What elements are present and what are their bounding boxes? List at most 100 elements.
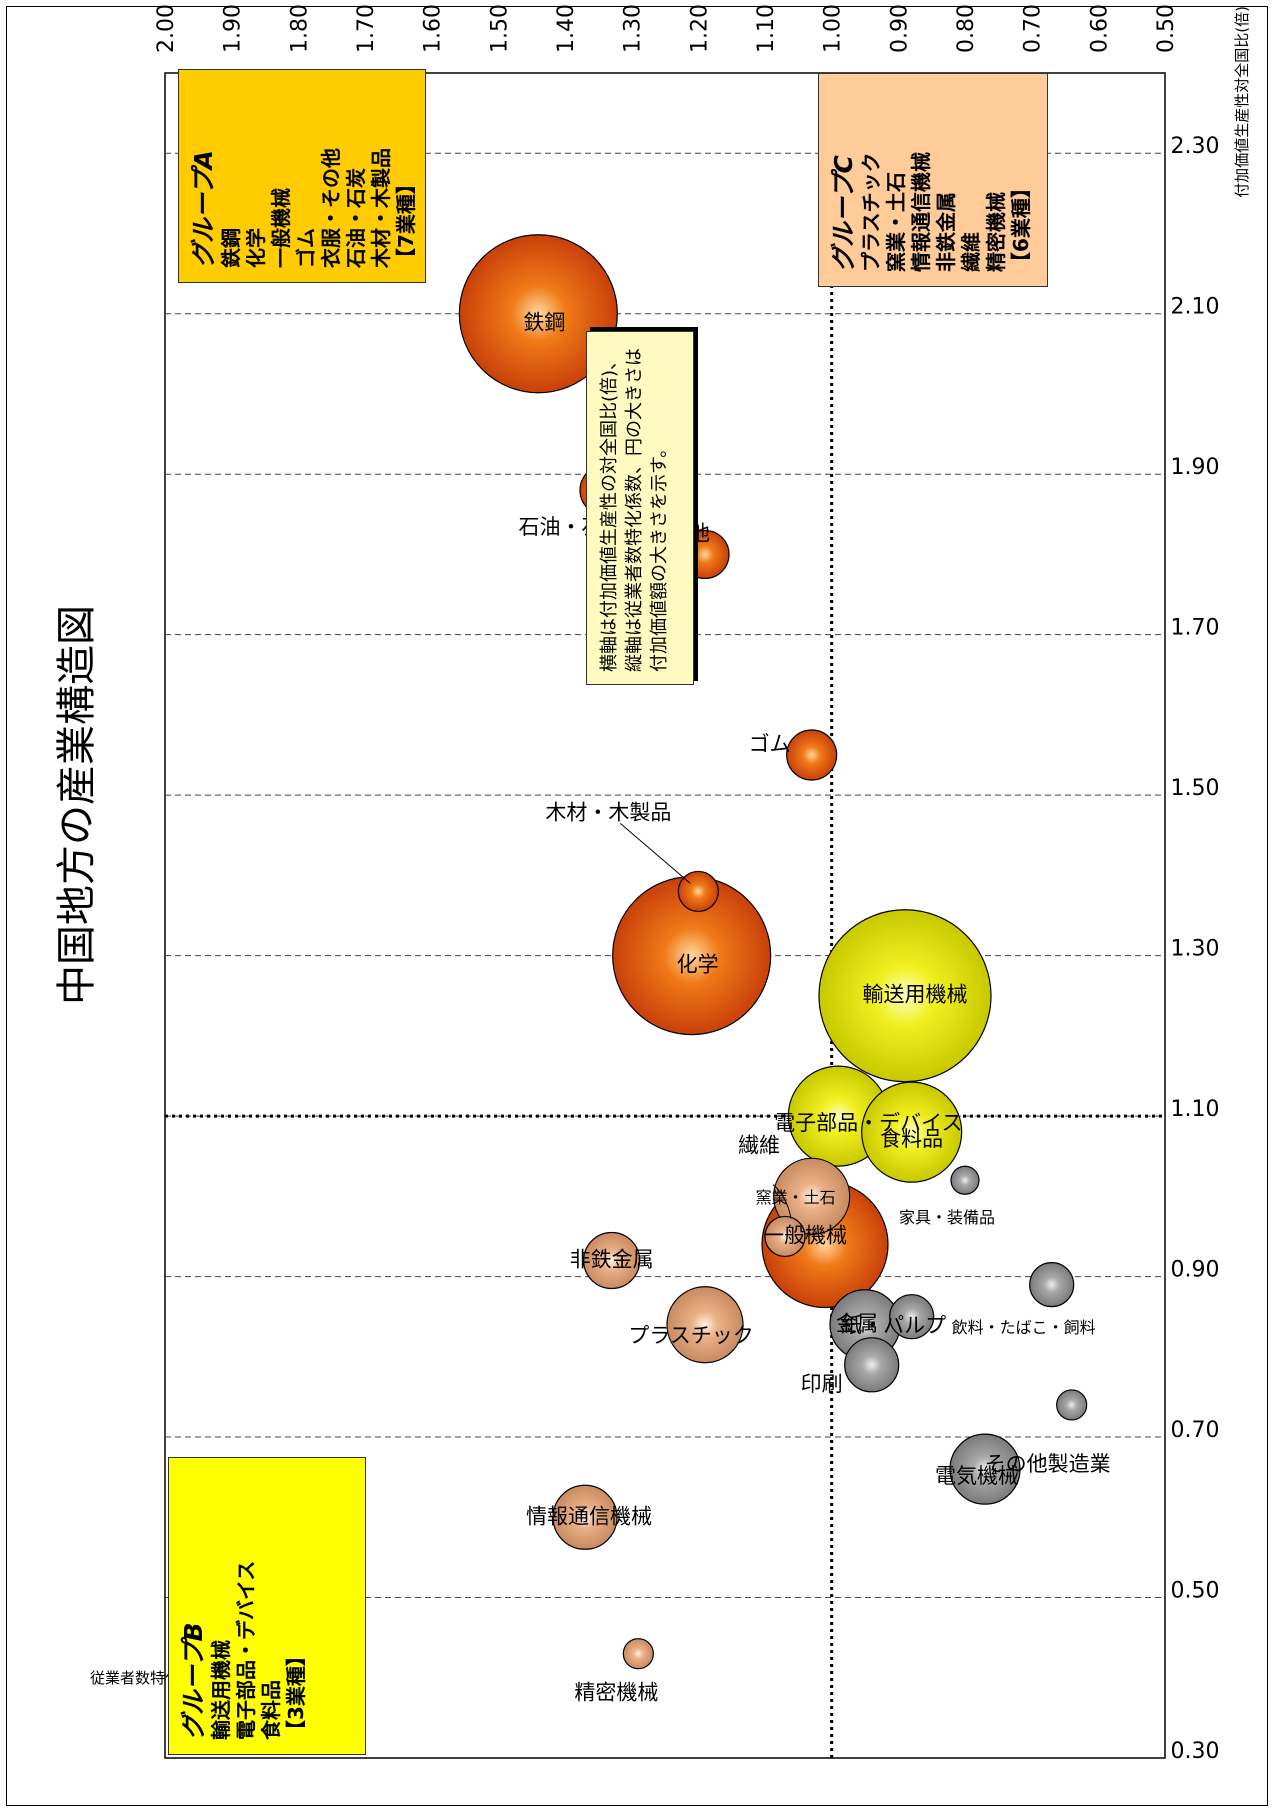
- bubble: [764, 1215, 806, 1258]
- x-tick-label: 0.60: [1087, 4, 1112, 53]
- note-line-3: 付加価値額の大きさを示す。: [649, 439, 670, 672]
- group-c-box: グループC プラスチック 窯業・土石 情報通信機械 非鉄金属 繊維 精密機械 【6業種】: [818, 73, 1048, 287]
- bubble-label: 窯業・土石: [756, 1188, 836, 1207]
- group-item: 木材・木製品: [369, 148, 393, 268]
- bubble: [773, 1157, 851, 1235]
- group-item: ゴム: [294, 228, 318, 268]
- bubble-label: 印刷: [801, 1372, 843, 1396]
- bubble-label: 木材・木製品: [545, 800, 671, 824]
- y-tick-label: 1.10: [1171, 1097, 1220, 1122]
- bubble-label: 食料品: [880, 1127, 943, 1151]
- reference-lines: [165, 73, 1165, 1758]
- x-tick-labels: 0.50 0.60 0.70 0.80 0.90 1.00 1.10 1.20 1.30 1.40…: [154, 4, 1179, 53]
- leader-lines: [620, 823, 792, 1219]
- x-tick-label: 1.20: [687, 4, 712, 53]
- bubble: [949, 1433, 1021, 1505]
- bubble-label: 紙・パルプ: [841, 1314, 946, 1338]
- x-tick-label: 0.70: [1021, 4, 1046, 53]
- group-item: 電子部品・デバイス: [234, 1560, 258, 1740]
- leader-line: [620, 823, 691, 884]
- group-a-title: グループA: [189, 150, 218, 268]
- bubble-label: 飲料・たばこ・飼料: [952, 1318, 1096, 1337]
- group-item: 情報通信機械: [909, 152, 933, 272]
- group-item: 石油・石炭: [344, 168, 368, 268]
- bubble: [458, 234, 618, 394]
- bubble-label: 非鉄金属: [570, 1248, 654, 1272]
- group-item: 精密機械: [984, 192, 1008, 272]
- group-item: 繊維: [959, 232, 983, 272]
- group-a-items: 鉄鋼 化学 一般機械 ゴム 衣服・その他 石油・石炭 木材・木製品 【7業種】: [219, 84, 419, 268]
- bubble: [583, 1231, 641, 1290]
- group-item: 衣服・その他: [319, 148, 343, 268]
- chart-frame: [6, 6, 1268, 1806]
- x-tick-label: 0.50: [1154, 4, 1179, 53]
- group-c-items: プラスチック 窯業・土石 情報通信機械 非鉄金属 繊維 精密機械 【6業種】: [859, 88, 1034, 272]
- group-a-box: グループA 鉄鋼 化学 一般機械 ゴム 衣服・その他 石油・石炭 木材・木製品 【7業種】: [178, 69, 426, 283]
- group-b-title: グループB: [179, 1622, 208, 1740]
- bubble: [818, 909, 992, 1083]
- bubble-label: その他製造業: [985, 1452, 1111, 1476]
- x-tick-label: 1.30: [621, 4, 646, 53]
- note-line-2: 縦軸は従業者数特化係数、円の大きさは: [624, 348, 645, 672]
- bubble: [677, 870, 719, 913]
- bubble-label: 鉄鋼: [523, 311, 565, 335]
- bubble-label: 化学: [677, 953, 719, 977]
- bubble: [552, 1484, 618, 1550]
- y-tick-labels: 0.30 0.50 0.70 0.90 1.10 1.30 1.50 1.70 1.90 2.10…: [1171, 134, 1220, 1764]
- bubble-label: 繊維: [738, 1133, 780, 1157]
- group-b-box: グループB 輸送用機械 電子部品・デバイス 食料品 【3業種】: [168, 1457, 366, 1755]
- bubble-label: 電気機械: [935, 1464, 1019, 1488]
- x-tick-label: 1.10: [754, 4, 779, 53]
- x-tick-label: 0.90: [887, 4, 912, 53]
- group-item: 食料品: [259, 1680, 283, 1740]
- bubble: [950, 1165, 980, 1195]
- bubble: [1056, 1389, 1088, 1421]
- bubble-label: ゴム: [749, 732, 791, 756]
- y-tick-label: 1.90: [1171, 455, 1220, 480]
- x-tick-label: 1.70: [354, 4, 379, 53]
- note-box: 横軸は付加価値生産性の対全国比(倍)、 縦軸は従業者数特化係数、円の大きさは 付…: [586, 331, 694, 685]
- group-item: 一般機械: [269, 188, 293, 268]
- group-item: 鉄鋼: [219, 228, 243, 268]
- bubble: [844, 1337, 900, 1393]
- bubble: [1029, 1261, 1075, 1308]
- group-item: プラスチック: [859, 152, 883, 272]
- x-tick-label: 1.50: [487, 4, 512, 53]
- bubble: [786, 729, 838, 781]
- y-tick-label: 2.30: [1171, 134, 1220, 159]
- y-tick-label: 0.50: [1171, 1579, 1220, 1604]
- bubble-label: 情報通信機械: [526, 1504, 652, 1528]
- group-item: 非鉄金属: [934, 192, 958, 272]
- bubble: [622, 1638, 654, 1670]
- x-axis-label: 付加価値生産性対全国比(倍): [1233, 6, 1251, 198]
- y-tick-label: 1.30: [1171, 937, 1220, 962]
- group-item: 化学: [244, 228, 268, 268]
- bubble-labels: 鉄鋼化学石油・石炭木材・木製品衣服・その他ゴム一般機械窯業・土石繊維プラスチック…: [519, 311, 1111, 1705]
- bubble: [889, 1294, 935, 1340]
- x-tick-label: 2.00: [154, 4, 179, 53]
- y-tick-label: 2.10: [1171, 295, 1220, 320]
- bubble-label: 電子部品・デバイス: [774, 1111, 962, 1135]
- x-tick-label: 1.40: [554, 4, 579, 53]
- x-tick-label: 1.90: [221, 4, 246, 53]
- group-item: 輸送用機械: [209, 1640, 233, 1740]
- group-item: 【3業種】: [284, 1646, 308, 1740]
- y-tick-label: 0.30: [1171, 1739, 1220, 1764]
- bubble: [666, 1286, 744, 1364]
- bubbles: [458, 234, 1088, 1670]
- group-item: 【7業種】: [394, 174, 418, 268]
- bubble-label: 金属: [836, 1312, 878, 1336]
- note-line-1: 横軸は付加価値生産性の対全国比(倍)、: [599, 351, 620, 672]
- bubble-label: 精密機械: [574, 1681, 658, 1705]
- chart-title: 中国地方の産業構造図: [54, 605, 100, 1005]
- bubble-label: 輸送用機械: [863, 983, 968, 1007]
- leader-line: [772, 1184, 792, 1219]
- y-tick-label: 1.70: [1171, 616, 1220, 641]
- bubble: [861, 1081, 963, 1183]
- y-tick-label: 0.70: [1171, 1418, 1220, 1443]
- x-tick-label: 1.00: [821, 4, 846, 53]
- bubble-label: 一般機械: [763, 1223, 847, 1247]
- group-item: 窯業・土石: [884, 172, 908, 272]
